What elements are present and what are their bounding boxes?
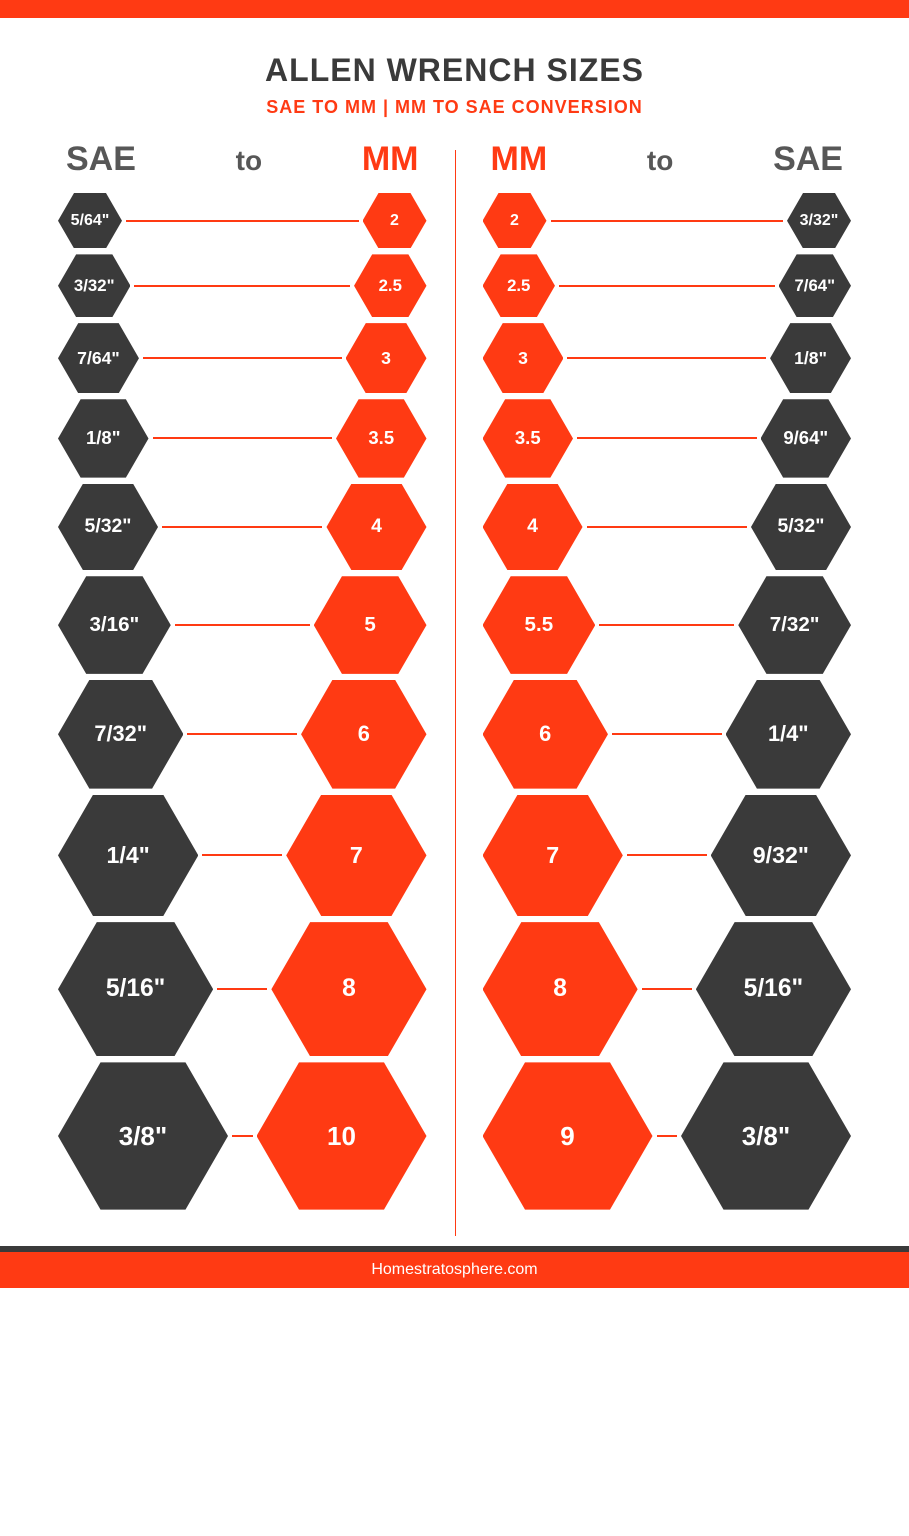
hex-value-a: 5/64"	[58, 193, 122, 248]
hex-value-a: 7/32"	[58, 680, 183, 789]
size-pair-row: 1/4" 7	[30, 795, 455, 917]
head-mm: MM	[362, 140, 419, 179]
connector-line	[559, 285, 775, 287]
connector-line	[599, 624, 734, 626]
hex-value-a: 3.5	[483, 399, 574, 477]
connector-line	[577, 437, 757, 439]
size-pair-row: 7/32" 6	[30, 680, 455, 789]
connector-line	[642, 988, 692, 990]
size-pair-row: 5/64" 2	[30, 193, 455, 248]
column-head-left: SAE to MM	[30, 140, 455, 193]
center-divider	[455, 150, 456, 1236]
size-pair-row: 5/16" 8	[30, 922, 455, 1056]
hex-value-b: 4	[326, 484, 426, 571]
hex-value-b: 1/4"	[726, 680, 851, 789]
hex-value-b: 6	[301, 680, 426, 789]
connector-line	[627, 854, 707, 856]
size-pair-row: 7 9/32"	[455, 795, 880, 917]
connector-line	[153, 437, 333, 439]
connector-line	[126, 220, 359, 222]
head-to: to	[647, 145, 673, 177]
hex-value-b: 2	[363, 193, 427, 248]
hex-value-b: 7	[286, 795, 426, 917]
hex-value-b: 2.5	[354, 254, 426, 317]
page-subtitle: SAE TO MM | MM TO SAE CONVERSION	[0, 97, 909, 118]
hex-value-b: 3/8"	[681, 1062, 851, 1209]
hex-value-a: 3	[483, 323, 564, 393]
size-pair-row: 2.5 7/64"	[455, 254, 880, 317]
hex-value-a: 6	[483, 680, 608, 789]
hex-value-a: 2.5	[483, 254, 555, 317]
hex-value-b: 9/64"	[761, 399, 852, 477]
hex-value-a: 7/64"	[58, 323, 139, 393]
connector-line	[187, 733, 297, 735]
hex-value-a: 3/8"	[58, 1062, 228, 1209]
connector-line	[162, 526, 322, 528]
connector-line	[232, 1135, 253, 1137]
size-pair-row: 4 5/32"	[455, 484, 880, 571]
size-pair-row: 5/32" 4	[30, 484, 455, 571]
size-pair-row: 5.5 7/32"	[455, 576, 880, 674]
page-title: ALLEN WRENCH SIZES	[0, 52, 909, 89]
connector-line	[217, 988, 267, 990]
size-pair-row: 7/64" 3	[30, 323, 455, 393]
top-accent-bar	[0, 0, 909, 18]
size-pair-row: 3.5 9/64"	[455, 399, 880, 477]
connector-line	[143, 357, 342, 359]
hex-value-a: 1/8"	[58, 399, 149, 477]
footer-bar: Homestratosphere.com	[0, 1246, 909, 1288]
connector-line	[657, 1135, 678, 1137]
connector-line	[551, 220, 784, 222]
connector-line	[587, 526, 747, 528]
hex-value-a: 8	[483, 922, 638, 1056]
mm-to-sae-column: MM to SAE 2 3/32" 2.5 7/64" 3 1/8" 3.5 9/64" 4 5/…	[455, 140, 880, 1216]
hex-value-a: 3/32"	[58, 254, 130, 317]
connector-line	[175, 624, 310, 626]
hex-value-a: 7	[483, 795, 623, 917]
size-pair-row: 8 5/16"	[455, 922, 880, 1056]
size-pair-row: 3/8"10	[30, 1062, 455, 1209]
hex-value-b: 3.5	[336, 399, 427, 477]
hex-value-b: 8	[271, 922, 426, 1056]
hex-value-b: 5	[314, 576, 427, 674]
connector-line	[612, 733, 722, 735]
hex-value-b: 7/32"	[738, 576, 851, 674]
size-pair-row: 6 1/4"	[455, 680, 880, 789]
header: ALLEN WRENCH SIZES SAE TO MM | MM TO SAE…	[0, 18, 909, 140]
size-pair-row: 1/8" 3.5	[30, 399, 455, 477]
size-pair-row: 3 1/8"	[455, 323, 880, 393]
head-mm: MM	[491, 140, 548, 179]
hex-value-a: 1/4"	[58, 795, 198, 917]
footer-credit: Homestratosphere.com	[371, 1261, 537, 1279]
hex-value-a: 5/16"	[58, 922, 213, 1056]
hex-value-b: 3/32"	[787, 193, 851, 248]
hex-value-b: 3	[346, 323, 427, 393]
sae-to-mm-column: SAE to MM 5/64"23/32"2.57/64"31/8"3.55/3…	[30, 140, 455, 1216]
hex-value-a: 5/32"	[58, 484, 158, 571]
head-sae: SAE	[773, 140, 843, 179]
hex-value-b: 5/32"	[751, 484, 851, 571]
hex-value-b: 1/8"	[770, 323, 851, 393]
connector-line	[567, 357, 766, 359]
head-sae: SAE	[66, 140, 136, 179]
hex-value-a: 4	[483, 484, 583, 571]
hex-value-b: 5/16"	[696, 922, 851, 1056]
connector-line	[134, 285, 350, 287]
hex-value-a: 2	[483, 193, 547, 248]
size-pair-row: 93/8"	[455, 1062, 880, 1209]
size-pair-row: 2 3/32"	[455, 193, 880, 248]
column-head-right: MM to SAE	[455, 140, 880, 193]
hex-value-b: 9/32"	[711, 795, 851, 917]
hex-value-a: 5.5	[483, 576, 596, 674]
hex-value-a: 9	[483, 1062, 653, 1209]
hex-value-a: 3/16"	[58, 576, 171, 674]
connector-line	[202, 854, 282, 856]
size-pair-row: 3/16" 5	[30, 576, 455, 674]
hex-value-b: 10	[257, 1062, 427, 1209]
hex-value-b: 7/64"	[779, 254, 851, 317]
size-pair-row: 3/32" 2.5	[30, 254, 455, 317]
chart-columns: SAE to MM 5/64"23/32"2.57/64"31/8"3.55/3…	[0, 140, 909, 1246]
head-to: to	[236, 145, 262, 177]
